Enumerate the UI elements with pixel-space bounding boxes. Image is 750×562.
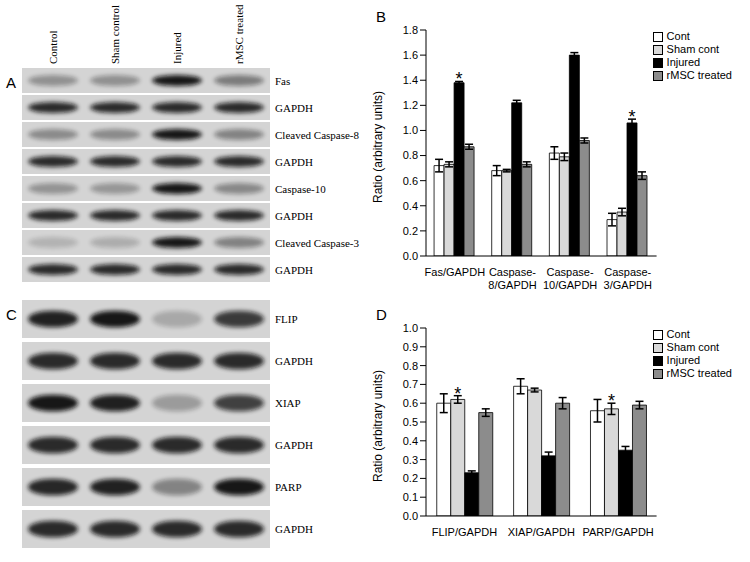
svg-text:GAPDH: GAPDH <box>275 264 313 276</box>
svg-text:*: * <box>608 391 615 411</box>
svg-text:FLIP: FLIP <box>275 313 298 325</box>
svg-text:Caspase-8/GAPDH: Caspase-8/GAPDH <box>488 266 536 291</box>
svg-text:Fas/GAPDH: Fas/GAPDH <box>425 266 486 278</box>
svg-text:Cleaved Caspase-3: Cleaved Caspase-3 <box>275 237 359 249</box>
svg-text:GAPDH: GAPDH <box>275 102 313 114</box>
svg-text:0.8: 0.8 <box>403 360 418 372</box>
svg-text:XIAP: XIAP <box>275 397 301 409</box>
svg-text:rMSC treated: rMSC treated <box>233 4 245 64</box>
svg-text:Cleaved Caspase-8: Cleaved Caspase-8 <box>275 129 359 141</box>
svg-text:0.3: 0.3 <box>403 454 418 466</box>
html-text:D: D <box>376 306 387 323</box>
html-text:Cont: Cont <box>666 328 690 340</box>
svg-text:0.1: 0.1 <box>403 491 418 503</box>
html-text:rMSC treated: rMSC treated <box>666 367 732 379</box>
svg-text:1.8: 1.8 <box>403 24 418 36</box>
svg-text:A: A <box>6 74 16 91</box>
svg-text:*: * <box>454 384 461 404</box>
svg-text:1.6: 1.6 <box>403 49 418 61</box>
svg-text:GAPDH: GAPDH <box>275 439 313 451</box>
svg-text:Sham control: Sham control <box>109 5 121 64</box>
svg-text:0.4: 0.4 <box>403 200 418 212</box>
svg-text:0.4: 0.4 <box>403 435 418 447</box>
svg-text:0.7: 0.7 <box>403 378 418 390</box>
svg-text:0.6: 0.6 <box>403 397 418 409</box>
svg-text:0.5: 0.5 <box>403 416 418 428</box>
svg-text:1.2: 1.2 <box>403 99 418 111</box>
html-text:Sham cont: Sham cont <box>666 43 720 55</box>
html-text:B: B <box>376 8 386 25</box>
svg-text:0.9: 0.9 <box>403 341 418 353</box>
html-text:Sham cont: Sham cont <box>666 341 720 353</box>
svg-text:Fas: Fas <box>275 75 290 87</box>
svg-text:0.8: 0.8 <box>403 149 418 161</box>
svg-text:Ratio (arbitrary units): Ratio (arbitrary units) <box>372 370 385 482</box>
svg-text:C: C <box>6 306 17 323</box>
svg-text:*: * <box>456 69 463 89</box>
svg-text:GAPDH: GAPDH <box>275 355 313 367</box>
svg-text:Ratio (arbitrary units): Ratio (arbitrary units) <box>372 91 385 203</box>
svg-text:Caspase-3/GAPDH: Caspase-3/GAPDH <box>604 266 652 291</box>
svg-text:GAPDH: GAPDH <box>275 210 313 222</box>
svg-text:0.2: 0.2 <box>403 225 418 237</box>
html-text:Injured: Injured <box>666 56 701 68</box>
svg-text:FLIP/GAPDH: FLIP/GAPDH <box>432 526 497 538</box>
svg-text:Caspase-10/GAPDH: Caspase-10/GAPDH <box>543 266 597 291</box>
svg-text:0.0: 0.0 <box>403 250 418 262</box>
svg-text:GAPDH: GAPDH <box>275 523 313 535</box>
svg-text:1.4: 1.4 <box>403 74 418 86</box>
svg-text:1.0: 1.0 <box>403 322 418 334</box>
svg-text:*: * <box>628 107 635 127</box>
svg-text:1.0: 1.0 <box>403 124 418 136</box>
svg-text:Caspase-10: Caspase-10 <box>275 183 326 195</box>
svg-text:Injured: Injured <box>171 32 183 64</box>
svg-text:GAPDH: GAPDH <box>275 156 313 168</box>
svg-text:0.0: 0.0 <box>403 510 418 522</box>
html-text:rMSC treated: rMSC treated <box>666 69 732 81</box>
svg-text:0.2: 0.2 <box>403 472 418 484</box>
html-text:Cont: Cont <box>666 30 690 42</box>
html-text:Injured: Injured <box>666 354 701 366</box>
svg-text:0.6: 0.6 <box>403 175 418 187</box>
svg-text:XIAP/GAPDH: XIAP/GAPDH <box>508 526 575 538</box>
svg-text:PARP/GAPDH: PARP/GAPDH <box>582 526 653 538</box>
svg-text:PARP: PARP <box>275 481 302 493</box>
svg-text:Control: Control <box>47 30 59 64</box>
